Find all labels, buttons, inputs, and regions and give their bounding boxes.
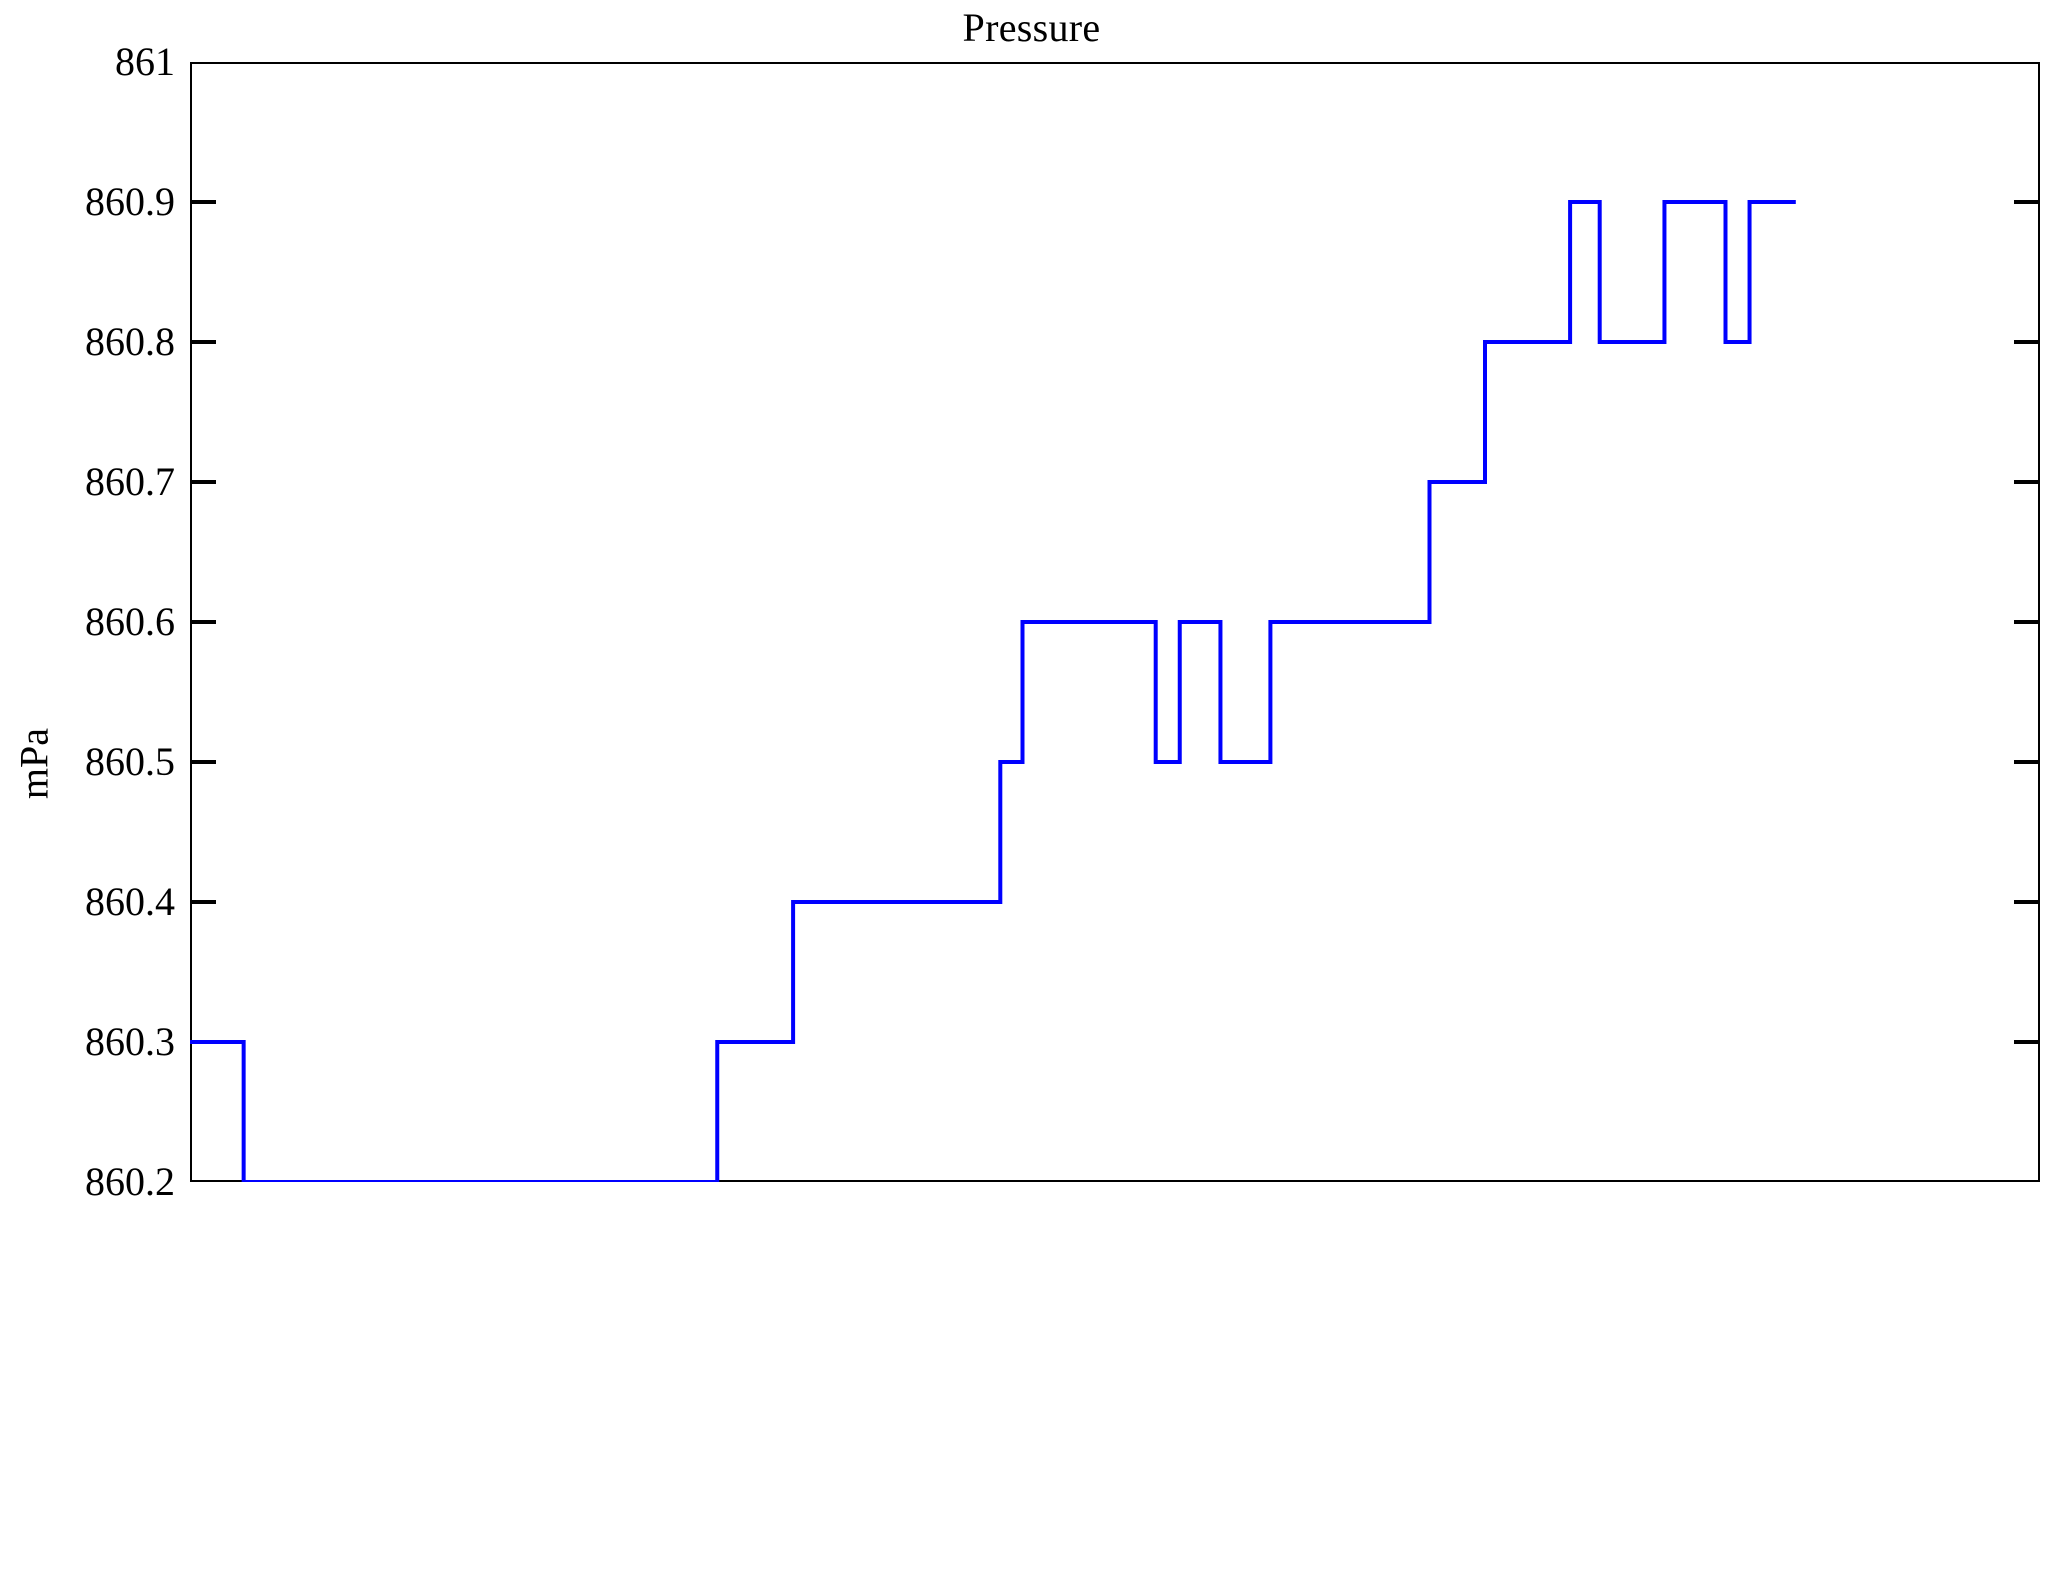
axis-tick-marks	[190, 200, 2040, 1044]
y-tick-label-860-3: 860.3	[85, 1019, 175, 1064]
y-tick-label-860-6: 860.6	[85, 599, 175, 644]
y-tick-label-860-8: 860.8	[85, 319, 175, 364]
data-series-pressure	[190, 200, 1796, 1182]
y-tick-label-860-4: 860.4	[85, 879, 175, 924]
plot-area	[190, 62, 2040, 1182]
y-tick-label-860-5: 860.5	[85, 739, 175, 784]
plot-svg	[190, 62, 2040, 1182]
y-tick-label-860-9: 860.9	[85, 179, 175, 224]
y-axis-tick-labels: 861 860.9 860.8 860.7 860.6 860.5 860.4 …	[0, 0, 175, 1579]
y-tick-label-860-7: 860.7	[85, 459, 175, 504]
y-tick-label-860-2: 860.2	[85, 1159, 175, 1204]
chart-title: Pressure	[962, 5, 1101, 50]
y-tick-label-861: 861	[115, 39, 175, 84]
